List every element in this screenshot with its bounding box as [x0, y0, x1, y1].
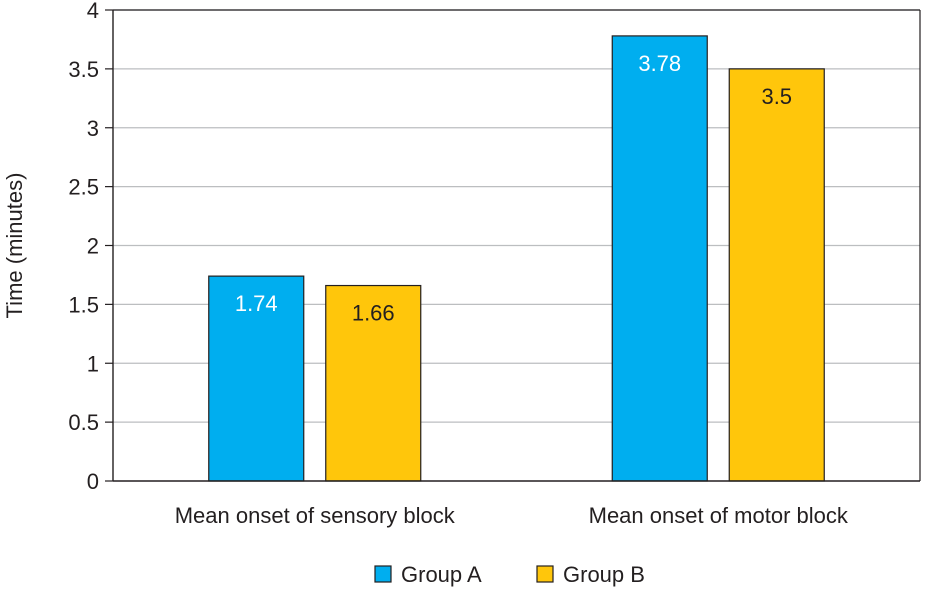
data-label: 1.66 — [352, 301, 395, 326]
data-label: 3.78 — [638, 51, 681, 76]
legend-label: Group A — [401, 562, 482, 587]
data-label: 3.5 — [761, 84, 792, 109]
y-tick-label: 4 — [87, 0, 99, 23]
y-tick-label: 0.5 — [68, 410, 99, 435]
bar-group-b — [728, 68, 825, 482]
legend: Group A Group B — [374, 562, 645, 587]
y-tick-labels: 0 0.5 1 1.5 2 2.5 3 3.5 4 — [68, 0, 99, 494]
bars: 1.74 1.66 3.78 3.5 — [208, 35, 825, 482]
y-tick-label: 2.5 — [68, 175, 99, 200]
legend-swatch — [374, 565, 392, 583]
x-category-label: Mean onset of sensory block — [175, 503, 456, 528]
bar-group-a — [611, 35, 708, 482]
bar-group-b — [325, 284, 422, 482]
y-tick-label: 0 — [87, 469, 99, 494]
legend-swatch — [536, 565, 554, 583]
y-tick-label: 3.5 — [68, 57, 99, 82]
axes — [112, 9, 921, 482]
y-tick-label: 2 — [87, 234, 99, 259]
bar-group-a — [208, 275, 305, 482]
y-tick-label: 1 — [87, 351, 99, 376]
y-tick-label: 3 — [87, 116, 99, 141]
x-category-labels: Mean onset of sensory block Mean onset of… — [175, 503, 849, 528]
x-category-label: Mean onset of motor block — [589, 503, 849, 528]
y-axis-title: Time (minutes) — [2, 173, 27, 319]
data-label: 1.74 — [235, 291, 278, 316]
y-tick-label: 1.5 — [68, 292, 99, 317]
legend-label: Group B — [563, 562, 645, 587]
